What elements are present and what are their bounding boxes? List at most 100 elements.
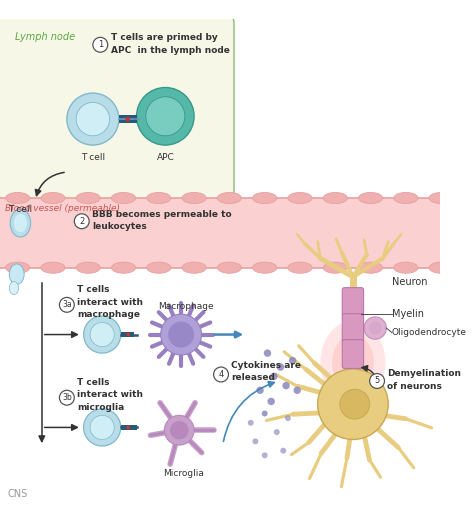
Circle shape [214,367,228,382]
Ellipse shape [217,192,241,203]
Text: 5: 5 [374,376,380,385]
Circle shape [267,398,275,405]
Circle shape [264,349,271,357]
Bar [121,425,137,430]
Circle shape [283,382,290,389]
Circle shape [74,214,89,229]
Ellipse shape [323,192,347,203]
Circle shape [161,314,201,355]
Circle shape [126,333,130,336]
Text: T cell: T cell [9,204,33,213]
Ellipse shape [253,262,277,274]
Text: Lymph node: Lymph node [15,32,75,42]
FancyBboxPatch shape [342,314,364,343]
Ellipse shape [41,192,65,203]
Circle shape [256,387,264,394]
Circle shape [126,426,130,430]
Circle shape [270,373,278,380]
Circle shape [90,323,114,347]
Ellipse shape [76,192,100,203]
Ellipse shape [9,281,18,295]
Circle shape [364,317,386,339]
Text: Cytokines are
released: Cytokines are released [231,361,301,383]
Ellipse shape [217,262,241,274]
Text: Macrophage: Macrophage [158,302,214,311]
Ellipse shape [111,192,136,203]
Bar [0,268,440,508]
Circle shape [67,93,119,145]
Circle shape [137,87,194,145]
Circle shape [146,97,185,136]
Text: BBB becomes permeable to
leukocytes: BBB becomes permeable to leukocytes [92,210,232,231]
Text: 1: 1 [98,40,103,50]
Text: T cell: T cell [81,153,105,162]
Ellipse shape [14,214,27,232]
Ellipse shape [332,335,374,391]
Text: 2: 2 [79,217,84,226]
Ellipse shape [253,192,277,203]
Bar [119,115,137,123]
Ellipse shape [288,192,312,203]
Circle shape [340,389,370,419]
Text: CNS: CNS [8,489,27,499]
Ellipse shape [288,262,312,274]
Text: T cells
interact with
microglia: T cells interact with microglia [77,378,143,412]
Text: 3a: 3a [62,300,72,309]
Circle shape [93,37,108,52]
Circle shape [293,387,301,394]
Circle shape [274,429,280,435]
FancyBboxPatch shape [342,288,364,316]
Ellipse shape [6,192,30,203]
Ellipse shape [394,262,418,274]
Ellipse shape [358,262,383,274]
Text: 4: 4 [219,370,224,379]
Circle shape [253,438,258,444]
Circle shape [76,102,109,136]
Ellipse shape [147,192,171,203]
Ellipse shape [320,320,385,404]
FancyBboxPatch shape [342,340,364,368]
Circle shape [126,117,130,121]
Text: 3b: 3b [62,393,72,402]
Ellipse shape [182,192,206,203]
Ellipse shape [147,262,171,274]
Circle shape [248,420,254,426]
Circle shape [168,321,194,347]
Ellipse shape [323,262,347,274]
Circle shape [170,421,189,440]
Text: Oligodendrocyte: Oligodendrocyte [392,328,467,337]
Circle shape [90,415,114,440]
Circle shape [262,452,268,458]
Ellipse shape [41,262,65,274]
Circle shape [318,369,388,440]
Ellipse shape [10,209,31,237]
Text: Blood vessel (permeable): Blood vessel (permeable) [5,203,119,212]
Text: Microglia: Microglia [164,469,204,478]
Circle shape [289,357,296,364]
Circle shape [370,374,384,388]
Ellipse shape [394,192,418,203]
Bar [121,332,134,337]
Text: T cells are primed by
APC  in the lymph node: T cells are primed by APC in the lymph n… [110,33,229,55]
Circle shape [83,409,121,446]
Ellipse shape [111,262,136,274]
Ellipse shape [429,262,453,274]
Circle shape [369,321,382,335]
Text: Myelin: Myelin [392,309,424,319]
Ellipse shape [182,262,206,274]
Circle shape [59,297,74,313]
Text: Demyelination
of neurons: Demyelination of neurons [387,369,461,391]
Ellipse shape [76,262,100,274]
FancyBboxPatch shape [0,12,234,202]
Circle shape [280,447,286,454]
Circle shape [262,411,268,416]
Text: T cells
interact with
macrophage: T cells interact with macrophage [77,285,143,319]
Ellipse shape [358,192,383,203]
Ellipse shape [6,262,30,274]
Text: APC: APC [156,153,174,162]
Bar [0,198,440,268]
Circle shape [285,415,291,421]
Ellipse shape [9,264,24,285]
Circle shape [59,391,74,405]
Ellipse shape [429,192,453,203]
